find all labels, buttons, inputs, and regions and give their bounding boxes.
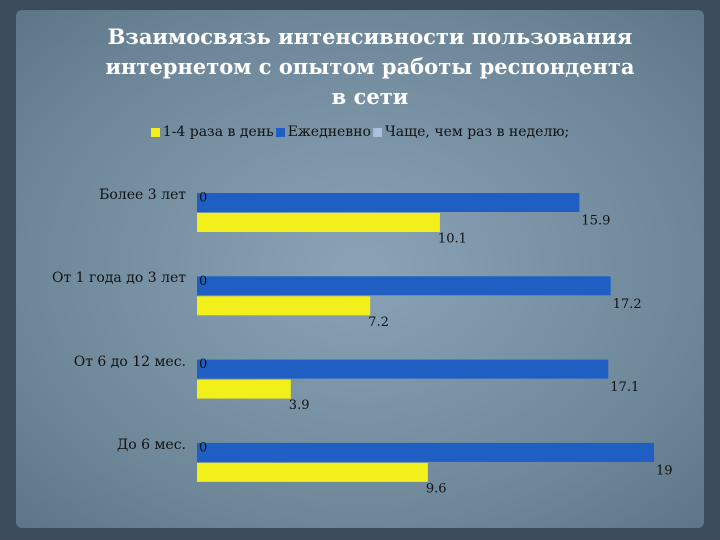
data-label: 19 bbox=[656, 463, 673, 478]
bar bbox=[197, 379, 291, 399]
legend-label: 1-4 раза в день bbox=[162, 124, 274, 140]
data-label: 0 bbox=[199, 191, 207, 206]
data-label: 17.2 bbox=[613, 297, 642, 312]
data-label: 15.9 bbox=[581, 214, 610, 229]
data-label: 0 bbox=[199, 357, 207, 372]
data-label: 0 bbox=[199, 274, 207, 289]
data-label: 9.6 bbox=[426, 481, 447, 496]
legend-item: Чаще, чем раз в неделю; bbox=[372, 124, 570, 140]
legend-swatch bbox=[150, 127, 160, 137]
bar bbox=[197, 276, 611, 296]
legend-item: Ежедневно bbox=[275, 124, 371, 140]
bar bbox=[197, 462, 428, 482]
bar bbox=[197, 213, 440, 232]
bar bbox=[197, 193, 580, 212]
data-label: 3.9 bbox=[289, 398, 310, 413]
legend-label: Чаще, чем раз в неделю; bbox=[384, 124, 570, 140]
bar bbox=[197, 442, 654, 462]
data-label: 17.1 bbox=[610, 380, 639, 395]
data-label: 0 bbox=[199, 440, 207, 455]
legend-swatch bbox=[275, 127, 285, 137]
legend-label: Ежедневно bbox=[287, 124, 371, 140]
data-label: 10.1 bbox=[438, 232, 467, 247]
data-label: 7.2 bbox=[368, 315, 389, 330]
bar bbox=[197, 359, 609, 379]
panel bbox=[16, 10, 704, 528]
legend-swatch bbox=[372, 127, 382, 137]
category-label: Более 3 лет bbox=[99, 187, 186, 203]
legend: 1-4 раза в день Ежедневно Чаще, чем раз в … bbox=[0, 124, 720, 141]
category-label: От 1 года до 3 лет bbox=[52, 270, 186, 287]
category-label: До 6 мес. bbox=[116, 436, 186, 453]
bar bbox=[197, 296, 371, 316]
category-label: От 6 до 12 мес. bbox=[73, 353, 186, 370]
legend-item: 1-4 раза в день bbox=[150, 124, 274, 140]
chart-title: Взаимосвязь интенсивности пользования ин… bbox=[105, 24, 635, 109]
